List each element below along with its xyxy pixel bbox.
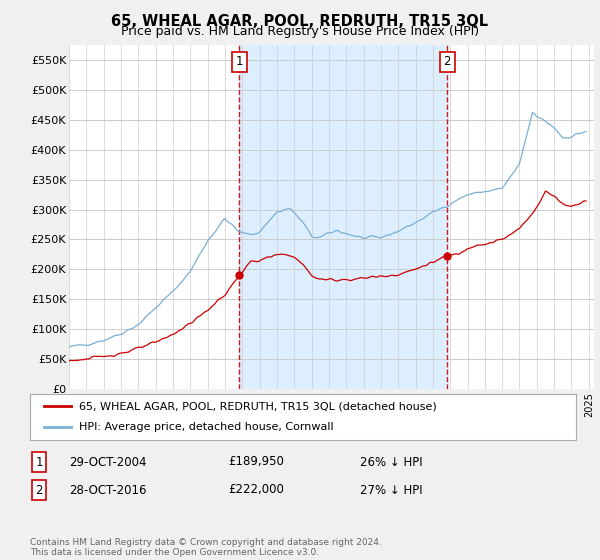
- Text: 27% ↓ HPI: 27% ↓ HPI: [360, 483, 422, 497]
- Text: Price paid vs. HM Land Registry's House Price Index (HPI): Price paid vs. HM Land Registry's House …: [121, 25, 479, 38]
- Text: 1: 1: [35, 455, 43, 469]
- Text: 2: 2: [35, 483, 43, 497]
- Text: £222,000: £222,000: [228, 483, 284, 497]
- Text: £189,950: £189,950: [228, 455, 284, 469]
- Text: 65, WHEAL AGAR, POOL, REDRUTH, TR15 3QL (detached house): 65, WHEAL AGAR, POOL, REDRUTH, TR15 3QL …: [79, 401, 437, 411]
- Text: HPI: Average price, detached house, Cornwall: HPI: Average price, detached house, Corn…: [79, 422, 334, 432]
- Text: 65, WHEAL AGAR, POOL, REDRUTH, TR15 3QL: 65, WHEAL AGAR, POOL, REDRUTH, TR15 3QL: [112, 14, 488, 29]
- Text: 26% ↓ HPI: 26% ↓ HPI: [360, 455, 422, 469]
- Bar: [239, 45, 447, 389]
- Text: 2: 2: [443, 55, 451, 68]
- Text: 1: 1: [236, 55, 243, 68]
- Text: 28-OCT-2016: 28-OCT-2016: [69, 483, 146, 497]
- Text: 29-OCT-2004: 29-OCT-2004: [69, 455, 146, 469]
- Text: Contains HM Land Registry data © Crown copyright and database right 2024.
This d: Contains HM Land Registry data © Crown c…: [30, 538, 382, 557]
